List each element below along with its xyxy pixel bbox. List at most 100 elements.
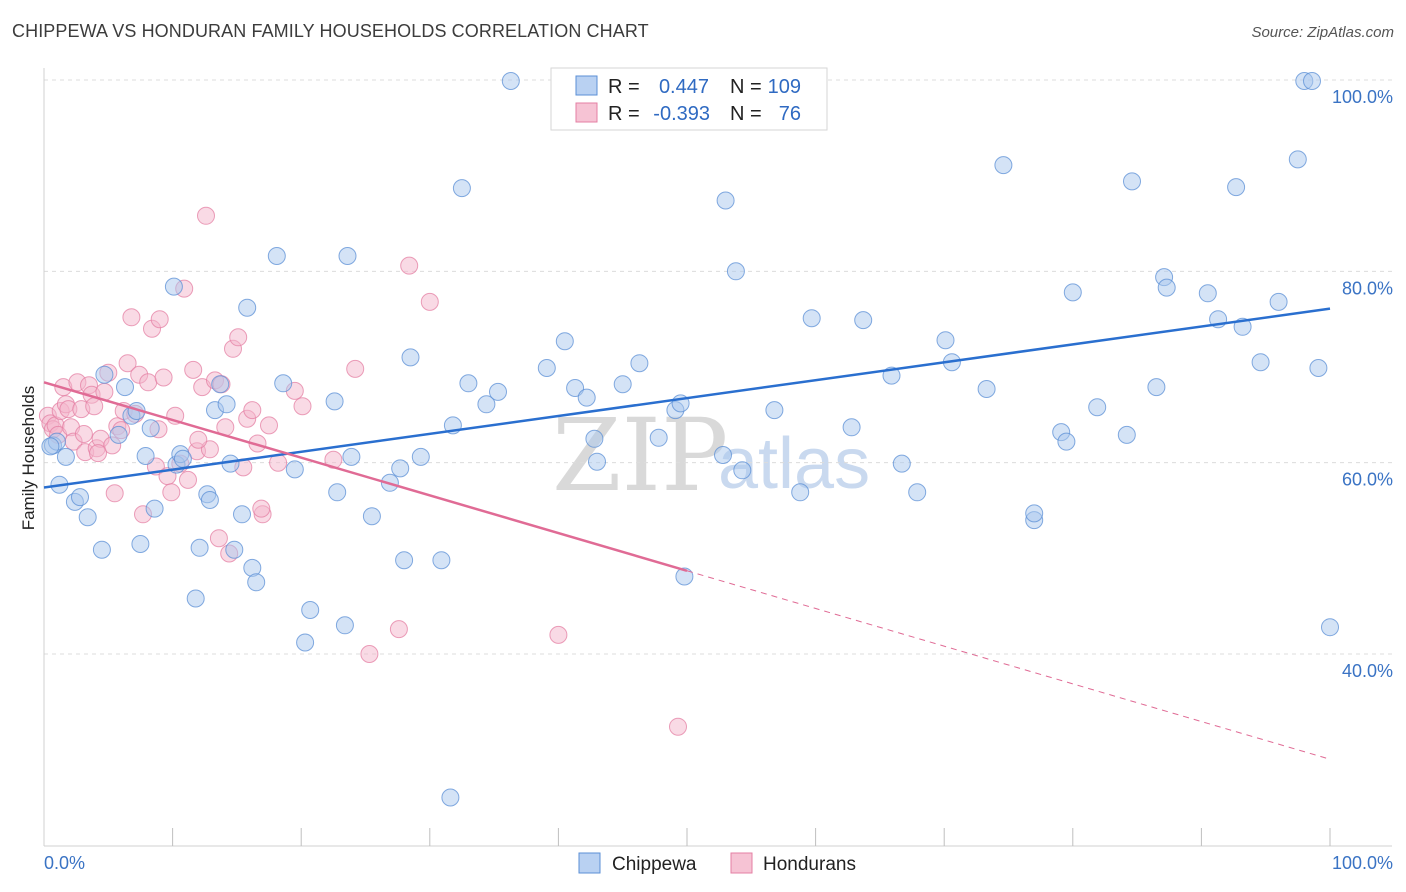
hondurans-point: [85, 397, 104, 416]
chippewa-point: [585, 429, 604, 448]
chippewa-point: [588, 452, 606, 471]
x-tick-label-min: 0.0%: [44, 853, 85, 873]
hondurans-point: [184, 360, 203, 379]
chippewa-point: [342, 447, 361, 466]
chippewa-point: [630, 354, 649, 373]
hondurans-point: [360, 645, 379, 663]
chippewa-point: [338, 247, 357, 265]
chippewa-point: [301, 601, 320, 619]
hondurans-trend-line-extension: [686, 570, 1331, 760]
legend-swatch-hondurans: [575, 102, 598, 123]
chippewa-point: [908, 483, 927, 502]
chippewa-point: [1288, 150, 1307, 169]
hondurans-point: [150, 310, 169, 329]
bottom-legend-swatch-hondurans: [730, 852, 753, 874]
hondurans-point: [209, 529, 228, 548]
chippewa-point: [401, 348, 420, 367]
chippewa-point: [489, 382, 507, 401]
hondurans-point: [118, 354, 137, 373]
chippewa-point: [1198, 284, 1217, 303]
chippewa-point: [211, 375, 230, 394]
y-tick-label: 80.0%: [1342, 278, 1393, 298]
chippewa-point: [555, 332, 574, 351]
chart-title: CHIPPEWA VS HONDURAN FAMILY HOUSEHOLDS C…: [12, 21, 649, 41]
chippewa-point: [501, 72, 520, 90]
hondurans-point: [200, 440, 219, 459]
legend-r-value-hondurans: -0.393: [653, 103, 710, 125]
legend-r-label-chippewa: R =: [608, 76, 640, 98]
hondurans-point: [74, 425, 93, 443]
chippewa-point: [802, 309, 821, 328]
chippewa-point: [675, 567, 694, 586]
chippewa-point: [1227, 178, 1246, 197]
chippewa-point: [95, 365, 114, 384]
hondurans-point: [89, 444, 107, 463]
bottom-legend-swatch-chippewa: [578, 852, 601, 874]
chippewa-point: [217, 395, 236, 414]
chippewa-point: [733, 461, 752, 480]
chippewa-point: [1025, 504, 1044, 523]
chippewa-point: [395, 551, 414, 570]
hondurans-point: [420, 292, 439, 311]
hondurans-point: [252, 499, 271, 518]
chippewa-point: [145, 499, 164, 518]
chippewa-point: [477, 395, 496, 414]
chippewa-point: [1088, 398, 1107, 417]
legend-n-value-hondurans: 76: [779, 103, 801, 125]
axes: [43, 68, 1392, 847]
chippewa-point: [186, 589, 205, 608]
chippewa-point: [854, 311, 873, 330]
chippewa-point: [56, 447, 75, 466]
chippewa-point: [1321, 618, 1339, 637]
hondurans-point: [105, 484, 124, 503]
chippewa-point: [141, 419, 160, 438]
chippewa-point: [577, 388, 596, 407]
legend-r-label-hondurans: R =: [608, 103, 640, 125]
chippewa-point: [1251, 353, 1270, 372]
chippewa-point: [267, 247, 286, 265]
chippewa-point: [1157, 278, 1176, 297]
chippewa-point: [233, 505, 251, 524]
bottom-legend-label-chippewa: Chippewa: [612, 854, 697, 875]
chippewa-point: [441, 788, 460, 807]
chippewa-point: [328, 483, 347, 502]
chippewa-point: [791, 483, 810, 502]
chippewa-point: [296, 633, 315, 652]
chippewa-point: [649, 428, 668, 447]
chippewa-point: [1147, 378, 1166, 397]
hondurans-point: [549, 625, 568, 644]
chippewa-trend-line: [43, 307, 1331, 489]
chippewa-point: [109, 425, 128, 444]
chippewa-point: [225, 540, 244, 559]
chippewa-point: [391, 459, 410, 478]
chippewa-point: [200, 491, 219, 509]
chippewa-point: [459, 374, 478, 393]
chippewa-point: [1123, 172, 1141, 191]
chippewa-point: [1269, 292, 1288, 311]
legend-n-label-hondurans: N =: [730, 103, 762, 125]
trend-lines: [43, 307, 1331, 760]
chippewa-point: [994, 156, 1013, 175]
x-tick-label-max: 100.0%: [1332, 853, 1393, 873]
hondurans-point: [189, 430, 208, 449]
chippewa-point: [131, 535, 150, 553]
watermark-zip: ZIP: [552, 397, 728, 514]
chippewa-point: [726, 262, 745, 281]
chippewa-point: [164, 277, 183, 296]
chippewa-point: [41, 437, 60, 456]
chippewa-point: [78, 508, 97, 527]
chippewa-point: [136, 447, 155, 465]
chippewa-point: [1303, 72, 1321, 90]
chippewa-point: [1117, 425, 1136, 444]
chippewa-point: [247, 573, 266, 592]
legend-n-value-chippewa: 109: [768, 76, 801, 98]
chippewa-point: [716, 191, 735, 210]
chippewa-point: [1057, 432, 1076, 451]
chippewa-point: [173, 449, 192, 468]
chippewa-point: [238, 298, 257, 317]
hondurans-point: [260, 416, 278, 435]
hondurans-trend-line: [43, 381, 688, 572]
x-ticks: [172, 828, 1331, 846]
chippewa-point: [566, 379, 585, 397]
